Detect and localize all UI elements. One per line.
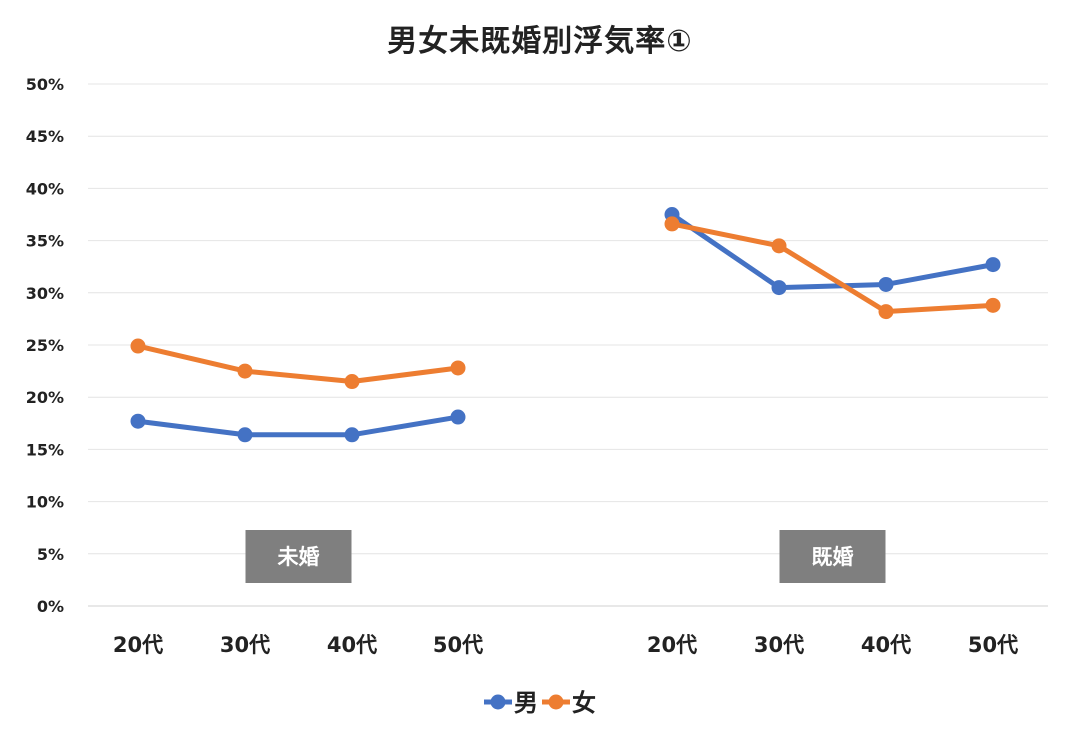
legend-label: 男 (514, 689, 538, 717)
x-category-label: 40代 (861, 633, 911, 657)
group-label: 未婚 (278, 545, 320, 569)
data-point-male (878, 276, 894, 292)
y-tick-label: 50% (26, 75, 64, 94)
data-point-female (771, 238, 787, 254)
data-point-male (130, 413, 146, 429)
data-point-male (237, 427, 253, 443)
data-point-female (130, 338, 146, 354)
group-label-box (779, 530, 886, 583)
series-line-male (135, 414, 461, 438)
x-category-label: 40代 (327, 633, 377, 657)
data-point-female (344, 374, 360, 390)
data-point-female (237, 363, 253, 379)
data-point-female (664, 216, 680, 232)
data-point-male (985, 257, 1001, 273)
y-tick-label: 40% (26, 179, 64, 198)
group-label: 既婚 (812, 545, 854, 569)
data-point-male (450, 409, 466, 425)
series-line-male (669, 212, 996, 291)
x-category-label: 50代 (433, 633, 483, 657)
y-tick-label: 25% (26, 336, 64, 355)
data-point-female (878, 304, 894, 320)
y-tick-label: 15% (26, 440, 64, 459)
legend-swatch-marker (490, 694, 506, 710)
x-category-label: 20代 (113, 633, 163, 657)
x-category-label: 30代 (220, 633, 270, 657)
x-category-label: 20代 (647, 633, 697, 657)
y-tick-label: 5% (37, 545, 64, 564)
chart-title: 男女未既婚別浮気率① (387, 24, 693, 59)
y-tick-label: 20% (26, 388, 64, 407)
y-tick-label: 10% (26, 493, 64, 512)
data-point-male (771, 280, 787, 296)
series-line-female (669, 221, 996, 315)
group-label-box (245, 530, 352, 583)
y-tick-label: 35% (26, 232, 64, 251)
data-point-female (450, 360, 466, 376)
x-category-label: 50代 (968, 633, 1018, 657)
y-tick-label: 0% (37, 597, 64, 616)
y-tick-label: 45% (26, 127, 64, 146)
y-tick-label: 30% (26, 284, 64, 303)
x-category-label: 30代 (754, 633, 804, 657)
legend-label: 女 (572, 689, 596, 717)
data-point-female (985, 297, 1001, 313)
legend-swatch-marker (548, 694, 564, 710)
series-line-female (135, 343, 461, 385)
data-point-male (344, 427, 360, 443)
